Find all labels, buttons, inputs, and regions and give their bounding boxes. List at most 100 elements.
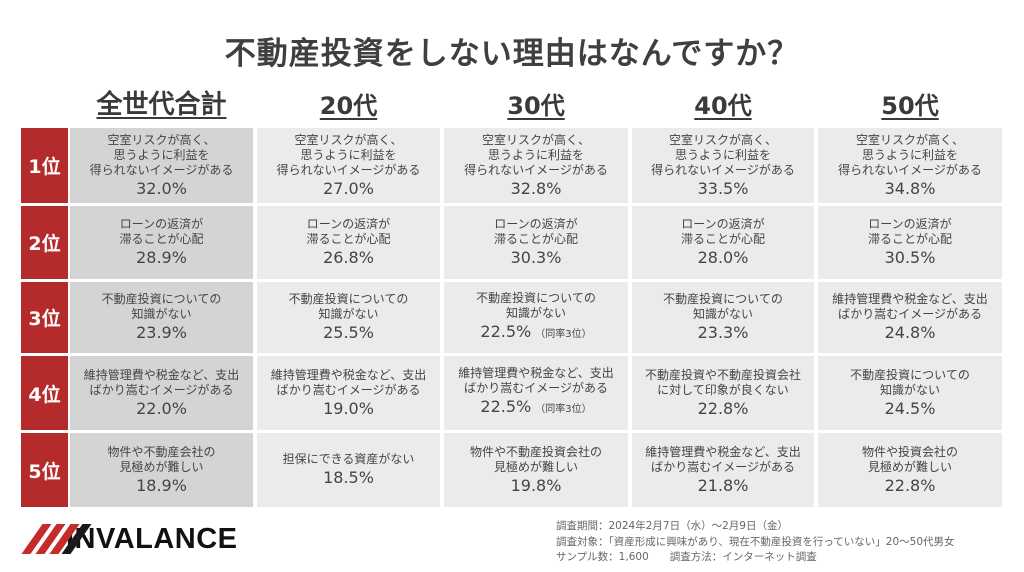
- percentage-value: 32.0%: [136, 178, 187, 198]
- table-cell-rank3-30s: 不動産投資についての 知識がない 22.5% （同率3位）: [444, 282, 628, 353]
- percentage-value: 19.0%: [323, 398, 374, 418]
- table-cell-rank2-30s: ローンの返済が 滞ることが心配 30.3%: [444, 206, 628, 279]
- table-cell-rank3-40s: 不動産投資についての 知識がない 23.3%: [632, 282, 814, 353]
- table-cell-rank5-50s: 物件や投資会社の 見極めが難しい 22.8%: [818, 433, 1002, 507]
- tie-note: （同率3位）: [535, 404, 592, 415]
- percentage-row: 28.9%: [136, 248, 187, 268]
- reason-text: ローンの返済が 滞ることが心配: [493, 217, 578, 246]
- percentage-value: 26.8%: [323, 248, 374, 267]
- percentage-row: 23.9%: [136, 323, 187, 343]
- column-header-all-ages: 全世代合計: [96, 90, 227, 120]
- reason-text: 空室リスクが高く、 思うように利益を 得られないイメージがある: [838, 132, 982, 177]
- reason-text: 不動産投資についての 知識がない: [663, 292, 783, 321]
- table-cell-rank2-40s: ローンの返済が 滞ることが心配 28.0%: [632, 206, 814, 279]
- percentage-value: 30.5%: [884, 248, 936, 267]
- table-cell-rank3-50s: 維持管理費や税金など、支出 ばかり嵩むイメージがある 24.8%: [818, 282, 1002, 353]
- percentage-value: 24.8%: [884, 323, 936, 342]
- percentage-row: 18.5%: [323, 468, 374, 488]
- percentage-row: 23.3%: [698, 323, 749, 343]
- percentage-row: 30.3%: [511, 248, 562, 268]
- reason-text: 維持管理費や税金など、支出 ばかり嵩むイメージがある: [458, 366, 614, 395]
- percentage-value: 22.0%: [136, 398, 187, 418]
- table-cell-rank2-50s: ローンの返済が 滞ることが心配 30.5%: [818, 206, 1002, 279]
- percentage-row: 19.0%: [323, 399, 374, 419]
- table-cell-rank2-all-ages: ローンの返済が 滞ることが心配 28.9%: [70, 206, 253, 279]
- table-cell-rank5-40s: 維持管理費や税金など、支出 ばかり嵩むイメージがある 21.8%: [632, 433, 814, 507]
- reason-text: 維持管理費や税金など、支出 ばかり嵩むイメージがある: [645, 444, 801, 474]
- reason-text: ローンの返済が 滞ることが心配: [680, 217, 765, 246]
- percentage-row: 22.8%: [698, 399, 749, 419]
- survey-target: 調査対象：「資産形成に興味があり、現在不動産投資を行っていない」20～50代男女: [556, 535, 955, 548]
- percentage-value: 24.5%: [884, 398, 936, 418]
- percentage-row: 24.8%: [885, 323, 936, 343]
- table-cell-rank5-all-ages: 物件や不動産会社の 見極めが難しい 18.9%: [70, 433, 253, 507]
- table-cell-rank2-20s: ローンの返済が 滞ることが心配 26.8%: [257, 206, 440, 279]
- table-cell-rank5-20s: 担保にできる資産がない 18.5%: [257, 433, 440, 507]
- reason-text: 担保にできる資産がない: [282, 452, 415, 466]
- survey-sample: サンプル数：1,600 調査方法：インターネット調査: [556, 551, 817, 563]
- table-cell-rank3-20s: 不動産投資についての 知識がない 25.5%: [257, 282, 440, 353]
- tie-note: （同率3位）: [535, 328, 592, 340]
- table-cell-rank1-50s: 空室リスクが高く、 思うように利益を 得られないイメージがある 34.8%: [818, 128, 1002, 203]
- percentage-row: 34.8%: [885, 179, 936, 199]
- table-cell-rank4-all-ages: 維持管理費や税金など、支出 ばかり嵩むイメージがある 22.0%: [70, 356, 253, 430]
- reason-text: 物件や投資会社の 見極めが難しい: [861, 444, 958, 474]
- survey-info: 調査期間：2024年2月7日（水）～2月9日（金） 調査対象：「資産形成に興味が…: [556, 519, 955, 566]
- reason-text: 不動産投資や不動産投資会社 に対して印象が良くない: [644, 367, 801, 397]
- percentage-value: 22.8%: [697, 398, 749, 418]
- reason-text: 空室リスクが高く、 思うように利益を 得られないイメージがある: [276, 132, 421, 177]
- column-header-20s: 20代: [319, 92, 378, 120]
- logo-wordmark: INVALANCE: [66, 522, 238, 555]
- table-cell-rank1-40s: 空室リスクが高く、 思うように利益を 得られないイメージがある 33.5%: [632, 128, 814, 203]
- percentage-row: 26.8%: [323, 248, 374, 268]
- percentage-value: 19.8%: [510, 475, 562, 495]
- percentage-row: 32.0%: [136, 179, 187, 199]
- table-cell-rank1-all-ages: 空室リスクが高く、 思うように利益を 得られないイメージがある 32.0%: [70, 128, 253, 203]
- reason-text: 空室リスクが高く、 思うように利益を 得られないイメージがある: [464, 132, 608, 177]
- table-cell-rank4-40s: 不動産投資や不動産投資会社 に対して印象が良くない 22.8%: [632, 356, 814, 430]
- rank-label-3: 3位: [21, 282, 68, 353]
- reason-text: 不動産投資についての 知識がない: [850, 367, 970, 397]
- reason-text: 維持管理費や税金など、支出 ばかり嵩むイメージがある: [832, 292, 988, 321]
- reason-text: ローンの返済が 滞ることが心配: [306, 217, 391, 246]
- percentage-row: 18.9%: [136, 476, 187, 496]
- percentage-row: 22.0%: [136, 399, 187, 419]
- percentage-row: 28.0%: [698, 248, 749, 268]
- percentage-row: 25.5%: [323, 323, 374, 343]
- percentage-value: 32.8%: [510, 178, 562, 198]
- survey-period: 調査期間：2024年2月7日（水）～2月9日（金）: [556, 520, 788, 532]
- page-title: 不動産投資をしない理由はなんですか？: [224, 36, 800, 72]
- reason-text: 空室リスクが高く、 思うように利益を 得られないイメージがある: [651, 132, 795, 177]
- reason-text: 不動産投資についての 知識がない: [288, 292, 409, 321]
- column-header-40s: 40代: [694, 92, 752, 120]
- reason-text: 維持管理費や税金など、支出 ばかり嵩むイメージがある: [83, 367, 240, 397]
- table-cell-rank5-30s: 物件や不動産投資会社の 見極めが難しい 19.8%: [444, 433, 628, 507]
- percentage-value: 22.8%: [884, 475, 936, 495]
- percentage-value: 34.8%: [884, 178, 936, 198]
- percentage-value: 33.5%: [697, 178, 749, 198]
- table-cell-rank3-all-ages: 不動産投資についての 知識がない 23.9%: [70, 282, 253, 353]
- company-logo: INVALANCE: [21, 522, 238, 555]
- percentage-value: 22.5%: [480, 321, 532, 341]
- logo-stripes-icon: [21, 524, 92, 554]
- table-cell-rank1-30s: 空室リスクが高く、 思うように利益を 得られないイメージがある 32.8%: [444, 128, 628, 203]
- reason-text: 物件や不動産会社の 見極めが難しい: [107, 444, 216, 474]
- percentage-value: 18.5%: [323, 468, 374, 487]
- reason-text: 維持管理費や税金など、支出 ばかり嵩むイメージがある: [270, 367, 427, 397]
- percentage-row: 32.8%: [511, 179, 562, 199]
- percentage-value: 27.0%: [323, 178, 374, 198]
- column-header-50s: 50代: [881, 92, 939, 120]
- percentage-row: 21.8%: [698, 476, 749, 496]
- percentage-row: 22.8%: [885, 476, 936, 496]
- percentage-value: 21.8%: [697, 475, 749, 495]
- percentage-row: 27.0%: [323, 179, 374, 199]
- percentage-value: 22.5%: [480, 397, 532, 416]
- percentage-row: 24.5%: [885, 399, 936, 419]
- reason-text: 不動産投資についての 知識がない: [476, 290, 596, 320]
- reason-text: ローンの返済が 滞ることが心配: [867, 217, 952, 246]
- rank-label-2: 2位: [21, 206, 68, 279]
- percentage-row: 19.8%: [511, 476, 562, 496]
- percentage-row: 33.5%: [698, 179, 749, 199]
- reason-text: ローンの返済が 滞ることが心配: [119, 217, 204, 246]
- percentage-row: 22.5% （同率3位）: [480, 322, 591, 345]
